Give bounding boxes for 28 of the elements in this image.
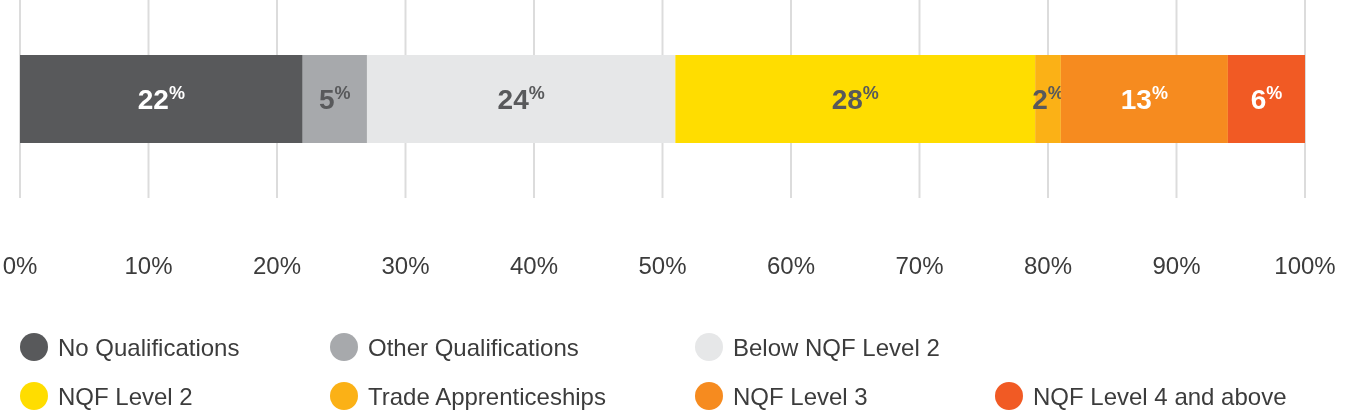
x-tick-label: 100% (1274, 251, 1336, 279)
data-label: 28$^{%}$ (831, 82, 879, 115)
bar (20, 55, 303, 143)
legend-label: No Qualifications (58, 333, 240, 361)
x-tick-label: 10% (124, 251, 173, 279)
x-tick-label: 50% (638, 251, 687, 279)
x-tick-label: 80% (1023, 251, 1073, 279)
legend-label: NQF Level 3 (733, 382, 868, 410)
x-tick-label: 70% (895, 251, 944, 279)
legend-label: NQF Level 2 (58, 382, 193, 410)
data-label: 22$^{%}$ (137, 82, 185, 115)
x-tick-label: 90% (1152, 251, 1201, 279)
bar (302, 55, 367, 143)
legend-label: Other Qualifications (368, 333, 579, 361)
x-tick-label: 0% (2, 251, 38, 279)
data-label: 6$^{%}$ (1250, 82, 1283, 115)
data-label: 5$^{%}$ (319, 82, 351, 115)
data-label: 24$^{%}$ (497, 82, 545, 115)
legend-label: NQF Level 4 and above (1033, 382, 1287, 410)
bar (1060, 55, 1228, 143)
bar (1227, 55, 1305, 143)
legend-label: Trade Apprenticeships (368, 382, 606, 410)
x-tick-label: 30% (381, 251, 430, 279)
legend-label: Below NQF Level 2 (733, 333, 940, 361)
x-tick-label: 20% (252, 251, 302, 279)
data-label: 13$^{%}$ (1120, 82, 1168, 115)
x-tick-label: 60% (766, 251, 816, 279)
x-tick-label: 40% (509, 251, 559, 279)
